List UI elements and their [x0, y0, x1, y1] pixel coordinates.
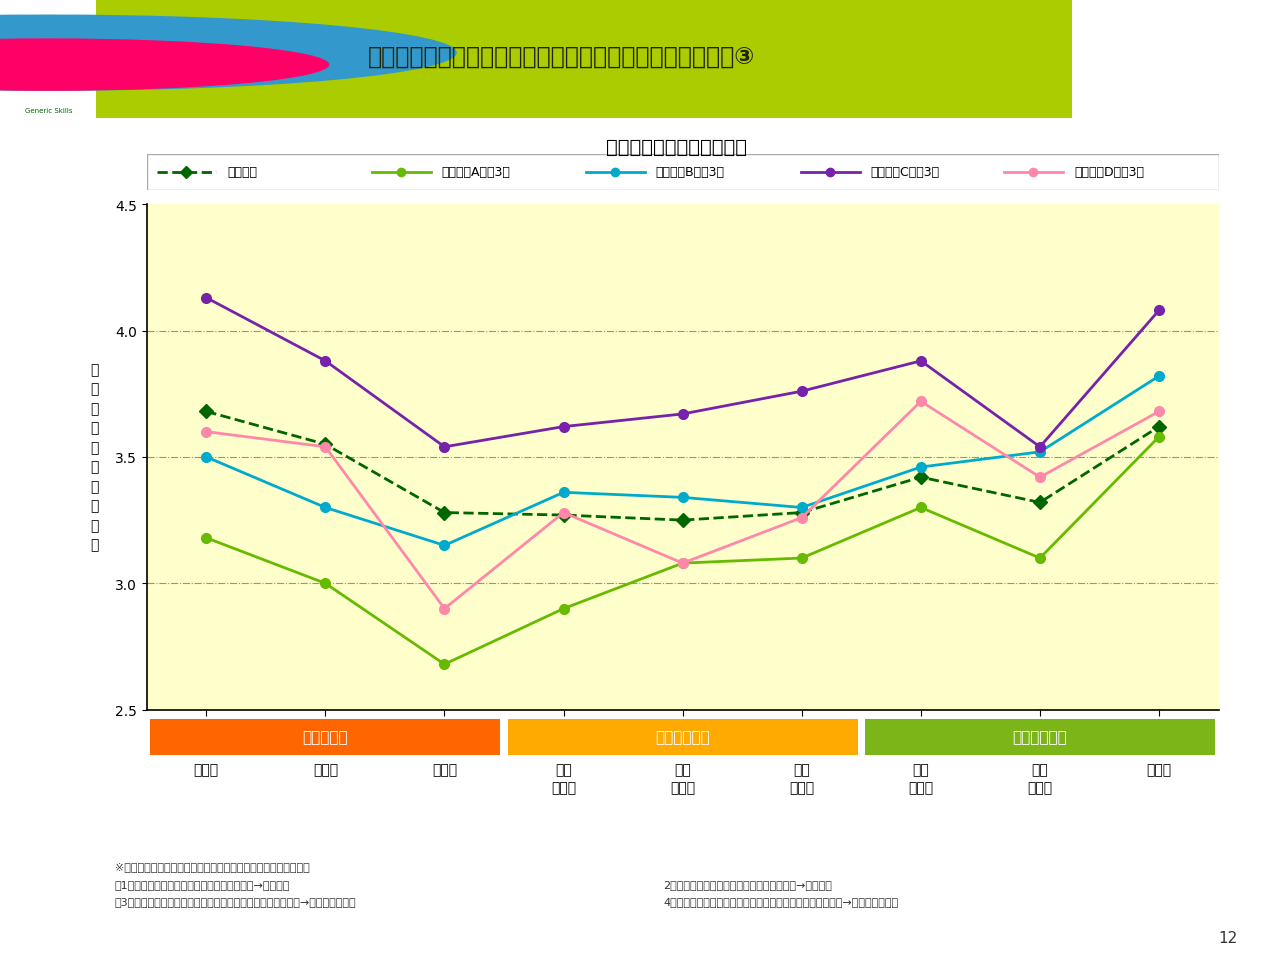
Y-axis label: 判
定
レ
ベ
ル
（
７
段
階
）: 判 定 レ ベ ル （ ７ 段 階 ）: [91, 363, 98, 552]
Text: 12: 12: [1219, 929, 1238, 944]
Circle shape: [0, 15, 457, 91]
Text: ※各尺度の傾向に対するコメントは、以下の記述ルールによる。: ※各尺度の傾向に対するコメントは、以下の記述ルールによる。: [115, 862, 310, 871]
Text: 協働力: 協働力: [313, 762, 338, 776]
Text: コンピテンシー中分類要素: コンピテンシー中分類要素: [606, 138, 746, 157]
Text: サンプルA学部3年: サンプルA学部3年: [441, 166, 510, 179]
Bar: [508, 720, 857, 756]
Text: 行動
持続力: 行動 持続力: [789, 762, 814, 794]
Text: 自信
創出力: 自信 創出力: [670, 762, 695, 794]
Bar: [1072, 0, 1276, 119]
Bar: [0, 0, 1072, 119]
Bar: [0, 0, 96, 119]
Text: 計画
立案力: 計画 立案力: [1027, 762, 1053, 794]
Text: 対自己基礎力: 対自己基礎力: [656, 729, 709, 744]
Text: 対人基礎力: 対人基礎力: [302, 729, 348, 744]
Text: 4）基準集団よりも小さいが、標準誤差の範囲内にある場合→「下回る傾向」: 4）基準集団よりも小さいが、標準誤差の範囲内にある場合→「下回る傾向」: [664, 896, 898, 905]
Text: サンプルB学部3年: サンプルB学部3年: [656, 166, 725, 179]
Circle shape: [0, 39, 329, 91]
Bar: [151, 720, 500, 756]
Text: 1）標準誤差の下限が基準集団を上回る場合→「高い」: 1）標準誤差の下限が基準集団を上回る場合→「高い」: [115, 879, 290, 888]
Text: 対課題基礎力: 対課題基礎力: [1013, 729, 1067, 744]
Bar: [865, 720, 1215, 756]
Text: 感情
制御力: 感情 制御力: [551, 762, 577, 794]
Bar: [0, 0, 77, 119]
Text: 親和力: 親和力: [194, 762, 219, 776]
Text: 課題
発見力: 課題 発見力: [909, 762, 934, 794]
Text: Generic Skills: Generic Skills: [24, 109, 73, 114]
Text: 2）標準誤差の上限が基準集団を下回る場合→「低い」: 2）標準誤差の上限が基準集団を下回る場合→「低い」: [664, 879, 832, 888]
Text: サンプルC学部3年: サンプルC学部3年: [870, 166, 939, 179]
Text: 3）基準集団よりも大きいが、標準誤差の範囲内にある場合→「上回る傾向」: 3）基準集団よりも大きいが、標準誤差の範囲内にある場合→「上回る傾向」: [115, 896, 356, 905]
Text: 統率力: 統率力: [431, 762, 457, 776]
Text: 実践力: 実践力: [1146, 762, 1171, 776]
Text: コンピテンシー中分類要素　判定レベルに見る全体傾向　③: コンピテンシー中分類要素 判定レベルに見る全体傾向 ③: [367, 45, 755, 70]
Text: 大学全体: 大学全体: [227, 166, 258, 179]
Text: サンプルD学部3年: サンプルD学部3年: [1074, 166, 1143, 179]
